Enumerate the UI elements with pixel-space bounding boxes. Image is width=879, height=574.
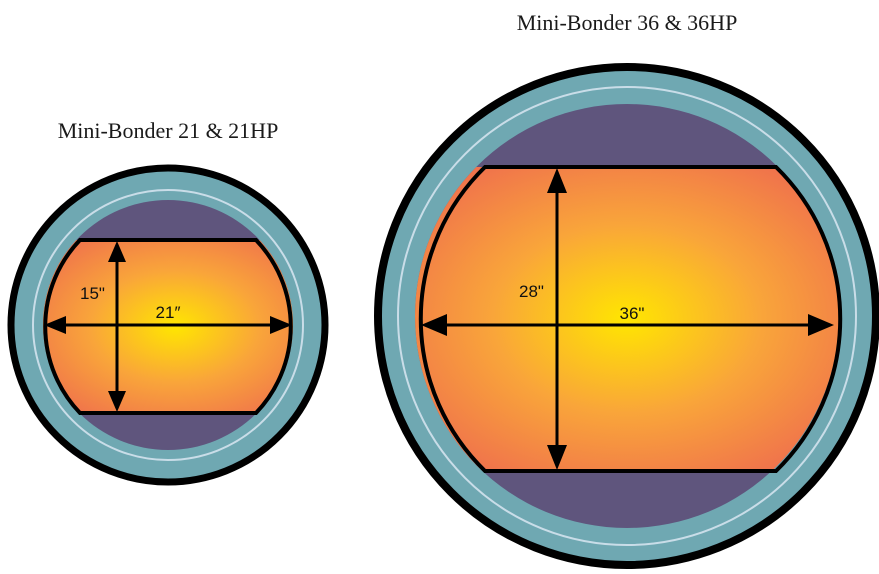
- mini-bonder-21-height-arrow-bottom: [108, 391, 126, 412]
- mini-bonder-36-platen: [415, 167, 839, 471]
- mini-bonder-21-height-arrow-top: [108, 241, 126, 262]
- mini-bonder-36-height-arrow-bottom: [547, 445, 567, 470]
- mini-bonder-21-ring-highlight: [32, 189, 304, 461]
- mini-bonder-36-width-arrow-right: [808, 314, 834, 336]
- mini-bonder-36-title: Mini-Bonder 36 & 36HP: [517, 10, 738, 35]
- mini-bonder-21-platen-outline: [43, 238, 293, 415]
- mini-bonder-21-width-arrow-left: [44, 316, 66, 334]
- mini-bonder-36: Mini-Bonder 36 & 36HP 36" 28": [374, 10, 879, 569]
- mini-bonder-21-title: Mini-Bonder 21 & 21HP: [58, 118, 279, 143]
- mini-bonder-21-width-arrow-right: [270, 316, 292, 334]
- mini-bonder-36-width-label: 36": [620, 304, 645, 323]
- mini-bonder-36-height-label: 28": [519, 282, 544, 301]
- mini-bonder-21-height-label: 15": [80, 284, 105, 303]
- mini-bonder-36-width-arrow-left: [421, 314, 447, 336]
- mini-bonder-21-width-label: 21″: [156, 303, 181, 322]
- mini-bonder-36-ring-highlight: [397, 86, 857, 546]
- mini-bonder-36-platen-outline: [418, 165, 843, 473]
- mini-bonder-21: Mini-Bonder 21 & 21HP 21″ 15": [7, 118, 329, 486]
- mini-bonder-36-height-arrow-top: [547, 168, 567, 193]
